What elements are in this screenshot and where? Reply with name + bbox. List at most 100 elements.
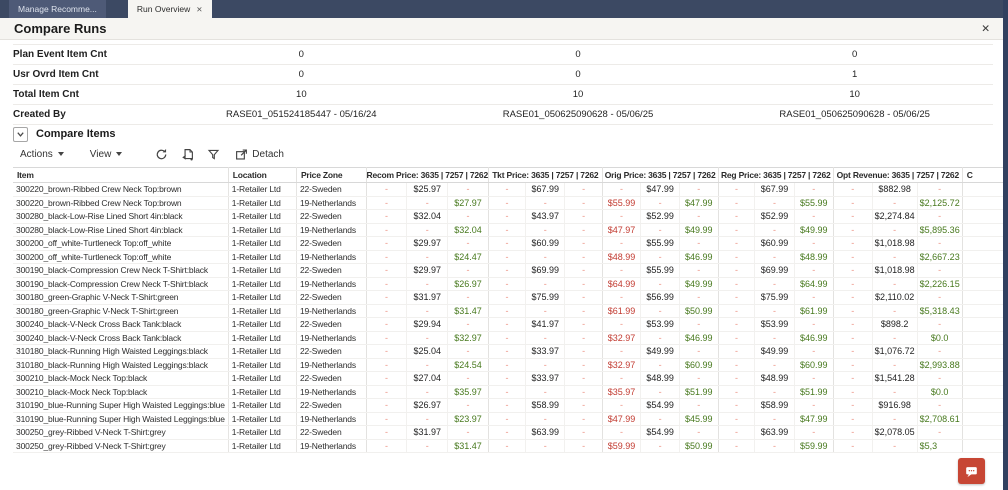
column-header-opt-revenue[interactable]: Opt Revenue: 3635 | 7257 | 7262 xyxy=(833,167,963,183)
cell-price-value: - xyxy=(679,209,719,224)
cell-price-value: - xyxy=(718,304,756,318)
column-header-location[interactable]: Location xyxy=(228,167,297,183)
cell-price-value: - xyxy=(872,196,918,210)
table-row[interactable]: 300250_grey-Ribbed V-Neck T-Shirt:grey 1-… xyxy=(13,439,1008,453)
column-header-reg-price[interactable]: Reg Price: 3635 | 7257 | 7262 xyxy=(718,167,834,183)
cell-price-value: - xyxy=(366,371,408,386)
tab-close-icon[interactable]: ✕ xyxy=(196,4,203,14)
cell-price-value: - xyxy=(917,344,963,359)
column-header-item[interactable]: Item xyxy=(13,167,229,183)
cell-price-value: $47.99 xyxy=(679,196,719,210)
table-row[interactable]: 300280_black-Low-Rise Lined Short 4in:bl… xyxy=(13,209,1008,224)
cell-price-value: - xyxy=(833,385,873,399)
cell-price-value: - xyxy=(525,223,566,237)
table-row[interactable]: 300180_green-Graphic V-Neck T-Shirt:gree… xyxy=(13,290,1008,305)
cell-price-value: $24.47 xyxy=(447,250,489,264)
cell-price-zone: 22-Sweden xyxy=(296,398,367,413)
cell-price-value: $2,110.02 xyxy=(872,290,918,305)
cell-cut xyxy=(962,290,1008,305)
refresh-button[interactable] xyxy=(153,146,169,162)
cell-price-value: - xyxy=(488,209,527,224)
cell-price-value: - xyxy=(833,331,873,345)
table-row[interactable]: 300220_brown-Ribbed Crew Neck Top:brown 1… xyxy=(13,196,1008,210)
tab-run-overview[interactable]: Run Overview ✕ xyxy=(127,0,212,18)
cell-price-value: - xyxy=(718,236,756,251)
cell-price-value: - xyxy=(794,425,834,440)
cell-price-value: - xyxy=(794,236,834,251)
cell-price-value: - xyxy=(447,317,489,332)
cell-price-value: - xyxy=(488,398,527,413)
cell-location: 1-Retailer Ltd xyxy=(228,425,297,440)
cell-price-value: - xyxy=(718,385,756,399)
cell-price-value: - xyxy=(366,209,408,224)
column-header-recom-price[interactable]: Recom Price: 3635 | 7257 | 7262 xyxy=(366,167,489,183)
table-row[interactable]: 300200_off_white-Turtleneck Top:off_whit… xyxy=(13,236,1008,251)
cell-price-value: $1,076.72 xyxy=(872,344,918,359)
cell-price-value: - xyxy=(872,439,918,453)
filter-button[interactable] xyxy=(205,146,221,162)
table-row[interactable]: 300180_green-Graphic V-Neck T-Shirt:gree… xyxy=(13,304,1008,318)
table-row[interactable]: 300190_black-Compression Crew Neck T-Shi… xyxy=(13,277,1008,291)
table-row[interactable]: 300280_black-Low-Rise Lined Short 4in:bl… xyxy=(13,223,1008,237)
column-header-price-zone[interactable]: Price Zone xyxy=(296,167,367,183)
cell-price-value: $56.99 xyxy=(640,290,680,305)
cell-price-value: $5,895.36 xyxy=(917,223,963,237)
cell-price-value: $2,078.05 xyxy=(872,425,918,440)
detach-button[interactable]: Detach xyxy=(235,148,284,161)
cell-cut xyxy=(962,250,1008,264)
cell-location: 1-Retailer Ltd xyxy=(228,209,297,224)
table-row[interactable]: 310190_blue-Running Super High Waisted L… xyxy=(13,398,1008,413)
cell-price-value: - xyxy=(488,250,527,264)
export-button[interactable] xyxy=(179,146,195,162)
table-header-row: Item Location Price Zone Recom Price: 3635 … xyxy=(13,167,1008,183)
table-row[interactable]: 300240_black-V-Neck Cross Back Tank:blac… xyxy=(13,331,1008,345)
table-row[interactable]: 300190_black-Compression Crew Neck T-Shi… xyxy=(13,263,1008,278)
chat-widget-button[interactable] xyxy=(958,458,985,484)
cell-price-zone: 22-Sweden xyxy=(296,290,367,305)
cell-price-value: - xyxy=(833,263,873,278)
view-menu-button[interactable]: View xyxy=(90,149,123,160)
cell-price-value: - xyxy=(833,412,873,426)
table-row[interactable]: 300200_off_white-Turtleneck Top:off_whit… xyxy=(13,250,1008,264)
cell-price-value: $50.99 xyxy=(679,304,719,318)
cell-price-value: $48.99 xyxy=(640,371,680,386)
cell-price-zone: 22-Sweden xyxy=(296,236,367,251)
cell-price-value: - xyxy=(833,223,873,237)
cell-price-value: $48.99 xyxy=(754,371,795,386)
window-edge xyxy=(1003,0,1008,490)
cell-price-value: $60.99 xyxy=(525,236,566,251)
cell-price-value: - xyxy=(718,290,756,305)
cell-item: 300280_black-Low-Rise Lined Short 4in:bl… xyxy=(13,223,229,237)
column-header-orig-price[interactable]: Orig Price: 3635 | 7257 | 7262 xyxy=(602,167,719,183)
cell-price-value: - xyxy=(406,250,449,264)
cell-price-value: - xyxy=(679,236,719,251)
cell-price-zone: 22-Sweden xyxy=(296,344,367,359)
table-row[interactable]: 300240_black-V-Neck Cross Back Tank:blac… xyxy=(13,317,1008,332)
cell-price-value: $55.99 xyxy=(640,263,680,278)
cell-price-value: - xyxy=(917,290,963,305)
table-row[interactable]: 300250_grey-Ribbed V-Neck T-Shirt:grey 1-… xyxy=(13,425,1008,440)
summary-row-label: Total Item Cnt xyxy=(13,89,79,100)
cell-price-value: $67.99 xyxy=(754,182,795,197)
cell-price-value: - xyxy=(718,425,756,440)
cell-price-value: - xyxy=(833,182,873,197)
collapse-section-button[interactable] xyxy=(13,126,28,142)
column-header-cut[interactable]: C xyxy=(962,167,1008,183)
table-row[interactable]: 310190_blue-Running Super High Waisted L… xyxy=(13,412,1008,426)
table-row[interactable]: 300220_brown-Ribbed Crew Neck Top:brown 1… xyxy=(13,182,1008,197)
cell-price-value: - xyxy=(754,196,795,210)
cell-item: 300220_brown-Ribbed Crew Neck Top:brown xyxy=(13,196,229,210)
tab-manage-recommendations[interactable]: Manage Recomme... xyxy=(9,0,106,18)
summary-row-label: Plan Event Item Cnt xyxy=(13,49,107,60)
summary-row: Plan Event Item Cnt 0 0 0 xyxy=(13,45,993,65)
panel-close-icon[interactable]: ✕ xyxy=(981,23,990,35)
summary-row-value: 10 xyxy=(296,89,307,100)
cell-price-value: $58.99 xyxy=(525,398,566,413)
column-header-tkt-price[interactable]: Tkt Price: 3635 | 7257 | 7262 xyxy=(488,167,603,183)
actions-menu-button[interactable]: Actions xyxy=(20,149,64,160)
table-row[interactable]: 310180_black-Running High Waisted Leggin… xyxy=(13,358,1008,372)
cell-price-zone: 19-Netherlands xyxy=(296,358,367,372)
table-row[interactable]: 300210_black-Mock Neck Top:black 1-Retail… xyxy=(13,385,1008,399)
table-row[interactable]: 310180_black-Running High Waisted Leggin… xyxy=(13,344,1008,359)
table-row[interactable]: 300210_black-Mock Neck Top:black 1-Retail… xyxy=(13,371,1008,386)
